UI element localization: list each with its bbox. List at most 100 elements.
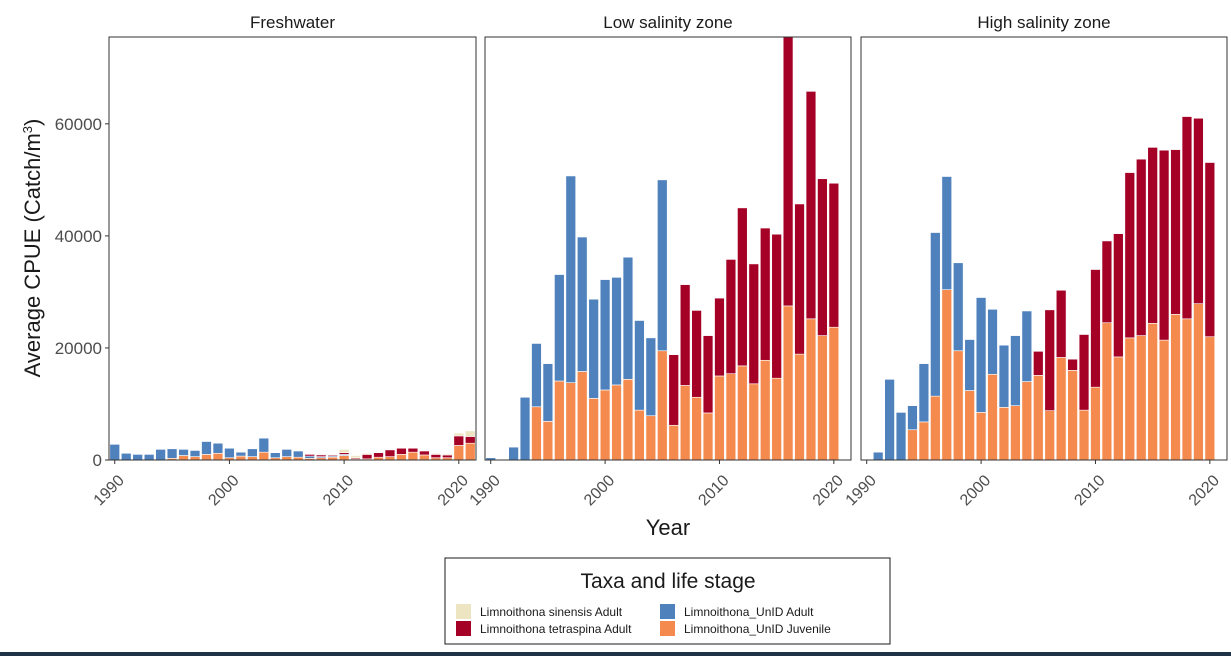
bar-freshwater-2010-juvenile — [338, 455, 350, 461]
bar-high-salinity-2003-juvenile — [1010, 405, 1021, 461]
bar-high-salinity-1995-unid_adult — [918, 363, 930, 423]
bar-freshwater-2010-sinensis — [338, 449, 350, 454]
panel-title-freshwater: Freshwater — [250, 13, 335, 32]
bar-low-salinity-1992-unid_adult — [508, 446, 519, 461]
bar-low-salinity-2004-juvenile — [645, 415, 657, 461]
bar-low-salinity-2004-unid_adult — [645, 337, 657, 417]
bar-high-salinity-2010-juvenile — [1090, 386, 1101, 461]
y-tick-label-20000: 20000 — [55, 339, 102, 358]
x-tick-label-freshwater-2000: 2000 — [205, 472, 242, 509]
bar-high-salinity-2012-juvenile — [1113, 356, 1124, 461]
bar-freshwater-2019-sinensis — [442, 453, 453, 456]
bar-low-salinity-2012-tetraspina — [737, 207, 748, 367]
x-tick-label-high-salinity-2010: 2010 — [1071, 472, 1108, 509]
bar-low-salinity-2016-juvenile — [782, 305, 794, 461]
bar-low-salinity-2002-juvenile — [622, 379, 634, 461]
bar-high-salinity-1994-juvenile — [907, 429, 918, 461]
bar-high-salinity-2006-juvenile — [1044, 410, 1055, 461]
bar-high-salinity-2017-juvenile — [1170, 314, 1181, 461]
bar-freshwater-1999-unid_adult — [212, 442, 224, 454]
bar-high-salinity-2000-juvenile — [975, 412, 987, 461]
bar-high-salinity-2016-tetraspina — [1158, 149, 1170, 341]
bar-high-salinity-2019-tetraspina — [1193, 117, 1204, 304]
bar-low-salinity-2013-tetraspina — [748, 263, 759, 385]
y-tick-label-0: 0 — [93, 451, 102, 470]
bar-freshwater-1995-unid_adult — [166, 448, 178, 459]
y-axis-title-end: ) — [20, 119, 45, 126]
bar-high-salinity-2012-tetraspina — [1113, 233, 1124, 358]
legend-swatch-3 — [660, 621, 675, 636]
bar-freshwater-2021-juvenile — [465, 442, 476, 461]
bar-high-salinity-2007-tetraspina — [1055, 289, 1067, 358]
bar-freshwater-2003-juvenile — [258, 451, 270, 461]
bar-low-salinity-1995-juvenile — [542, 421, 554, 461]
bar-freshwater-2020-tetraspina — [453, 435, 465, 446]
bar-freshwater-2014-tetraspina — [384, 449, 396, 457]
bar-freshwater-2000-unid_adult — [224, 447, 235, 459]
bar-low-salinity-2007-tetraspina — [679, 284, 691, 386]
x-tick-label-freshwater-1990: 1990 — [91, 472, 128, 509]
bar-high-salinity-1996-unid_adult — [930, 232, 941, 397]
bar-low-salinity-2015-tetraspina — [771, 233, 782, 379]
bar-freshwater-2012-tetraspina — [361, 454, 373, 460]
bar-low-salinity-2000-unid_adult — [599, 279, 611, 391]
bar-high-salinity-1993-unid_adult — [895, 412, 907, 461]
bar-freshwater-2021-sinensis — [465, 430, 476, 437]
y-axis-title: Average CPUE (Catch/m3) — [20, 119, 45, 378]
bar-low-salinity-2018-tetraspina — [805, 91, 817, 320]
bar-freshwater-2011-sinensis — [350, 455, 361, 459]
bar-freshwater-2020-sinensis — [453, 432, 465, 437]
bar-low-salinity-2012-juvenile — [737, 365, 748, 461]
panel-frame-high-salinity — [860, 36, 1228, 461]
bar-high-salinity-1998-unid_adult — [953, 262, 964, 352]
bar-freshwater-1996-unid_adult — [178, 449, 189, 456]
bar-high-salinity-2016-juvenile — [1158, 339, 1170, 461]
bar-low-salinity-2008-juvenile — [691, 396, 702, 461]
bar-freshwater-2018-sinensis — [430, 452, 442, 455]
bar-low-salinity-2006-juvenile — [668, 424, 679, 461]
bar-high-salinity-2006-tetraspina — [1044, 309, 1055, 411]
bar-freshwater-2007-tetraspina — [304, 454, 315, 457]
bar-freshwater-2001-unid_adult — [235, 451, 247, 457]
bar-low-salinity-2005-unid_adult — [657, 179, 668, 352]
x-tick-label-freshwater-2010: 2010 — [320, 472, 357, 509]
bar-low-salinity-2008-tetraspina — [691, 310, 702, 398]
bottom-divider — [0, 652, 1231, 656]
legend-title: Taxa and life stage — [580, 570, 755, 593]
bar-high-salinity-2007-juvenile — [1055, 357, 1067, 461]
bar-high-salinity-2014-tetraspina — [1136, 158, 1147, 336]
bar-low-salinity-1993-unid_adult — [519, 396, 531, 461]
bar-low-salinity-2017-tetraspina — [794, 203, 805, 355]
bar-freshwater-2015-juvenile — [396, 454, 407, 461]
bar-freshwater-2021-tetraspina — [465, 436, 476, 444]
bar-high-salinity-2005-juvenile — [1033, 375, 1044, 461]
bar-high-salinity-2011-juvenile — [1101, 322, 1113, 461]
bar-freshwater-1999-juvenile — [212, 452, 224, 461]
y-tick-label-60000: 60000 — [55, 115, 102, 134]
bar-freshwater-1990-unid_adult — [109, 444, 120, 461]
bar-freshwater-2019-tetraspina — [442, 454, 453, 459]
panel-title-low-salinity: Low salinity zone — [603, 13, 732, 32]
bar-high-salinity-2002-juvenile — [998, 407, 1010, 461]
bar-low-salinity-2001-unid_adult — [611, 277, 622, 386]
bar-low-salinity-2014-juvenile — [760, 359, 771, 461]
bar-low-salinity-2018-juvenile — [805, 318, 817, 461]
bar-freshwater-1991-unid_adult — [120, 452, 132, 461]
bar-freshwater-1998-unid_adult — [201, 441, 212, 455]
bar-freshwater-2005-juvenile — [281, 456, 292, 461]
bar-high-salinity-2005-tetraspina — [1033, 351, 1044, 376]
bar-low-salinity-1996-juvenile — [554, 380, 565, 461]
bar-high-salinity-2008-tetraspina — [1067, 358, 1078, 371]
bar-low-salinity-2013-juvenile — [748, 383, 759, 461]
bar-high-salinity-1999-juvenile — [964, 390, 975, 461]
bar-high-salinity-1995-juvenile — [918, 421, 930, 461]
bar-low-salinity-2003-unid_adult — [634, 320, 645, 411]
bar-freshwater-1992-unid_adult — [132, 454, 143, 461]
bar-low-salinity-2019-tetraspina — [817, 178, 828, 336]
bar-high-salinity-2013-tetraspina — [1124, 172, 1135, 339]
y-axis-title-main: Average CPUE (Catch/m — [20, 133, 45, 377]
x-tick-label-freshwater-2020: 2020 — [435, 472, 472, 509]
bar-freshwater-2002-unid_adult — [247, 448, 258, 457]
legend-swatch-1 — [456, 621, 471, 636]
x-tick-label-high-salinity-2000: 2000 — [957, 472, 994, 509]
